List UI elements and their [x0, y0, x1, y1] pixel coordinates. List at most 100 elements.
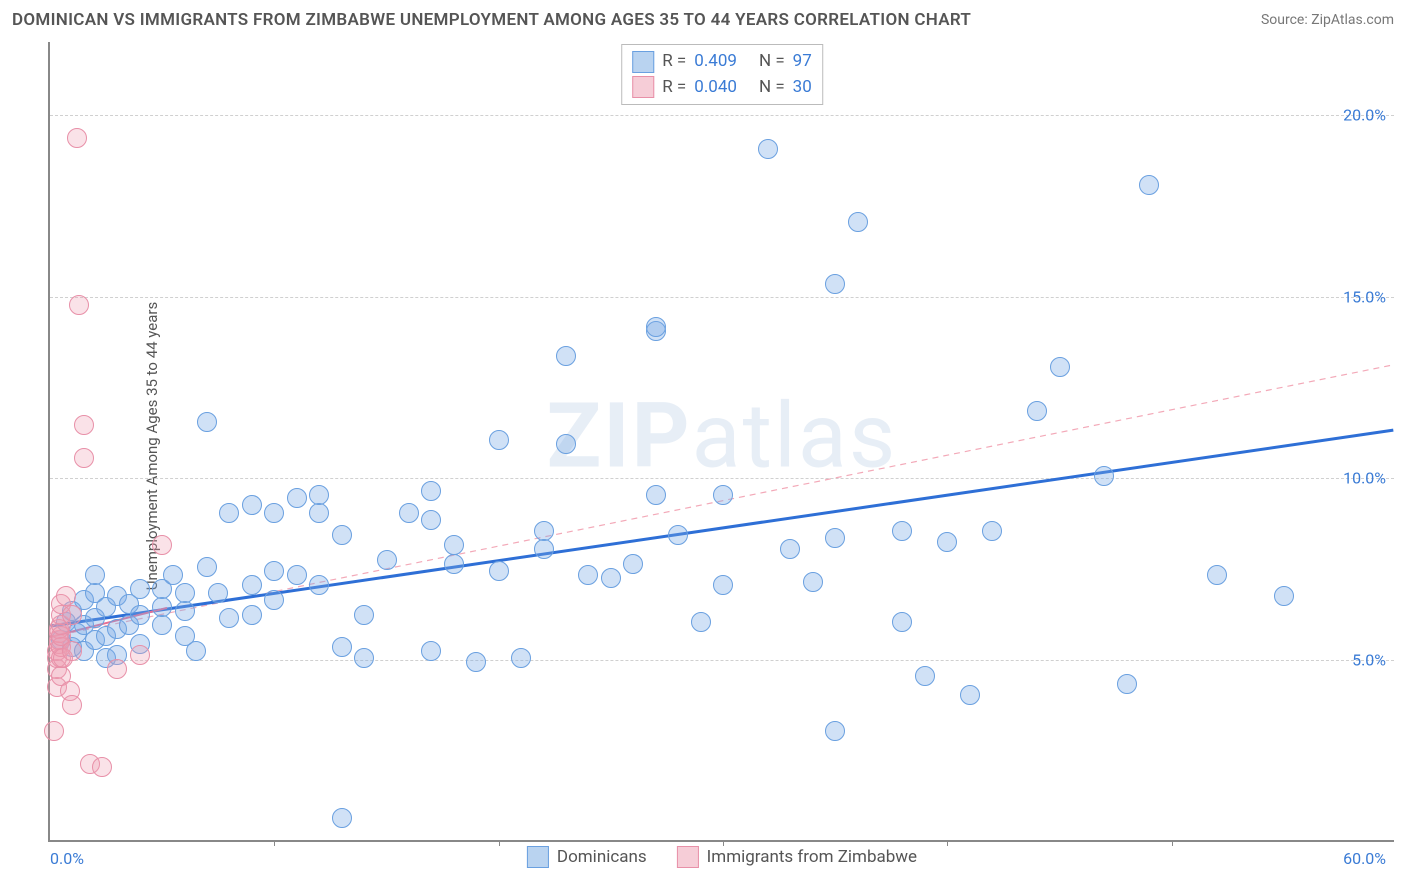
plot-area: ZIPatlas 5.0%10.0%15.0%20.0% R =0.409N =… — [48, 42, 1394, 842]
data-point — [1050, 357, 1070, 377]
data-point — [309, 485, 329, 505]
data-point — [1207, 565, 1227, 585]
legend-row: R = 0.409 N = 97 — [632, 49, 812, 75]
data-point — [130, 579, 150, 599]
data-point — [825, 274, 845, 294]
data-point — [713, 485, 733, 505]
data-point — [219, 608, 239, 628]
data-point — [578, 565, 598, 585]
stat-r-label: R = — [662, 75, 686, 101]
legend-swatch — [632, 76, 654, 98]
data-point — [208, 583, 228, 603]
data-point — [489, 561, 509, 581]
data-point — [1027, 401, 1047, 421]
data-point — [74, 415, 94, 435]
data-point — [421, 641, 441, 661]
data-point — [287, 565, 307, 585]
data-point — [646, 317, 666, 337]
data-point — [377, 550, 397, 570]
data-point — [107, 659, 127, 679]
data-point — [892, 612, 912, 632]
data-point — [444, 535, 464, 555]
legend-item: Dominicans — [527, 846, 647, 868]
data-point — [163, 565, 183, 585]
data-point — [848, 212, 868, 232]
data-point — [130, 645, 150, 665]
data-point — [62, 695, 82, 715]
data-point — [399, 503, 419, 523]
data-point — [264, 590, 284, 610]
data-point — [1139, 175, 1159, 195]
data-point — [444, 554, 464, 574]
chart-title: DOMINICAN VS IMMIGRANTS FROM ZIMBABWE UN… — [12, 10, 971, 30]
data-point — [556, 346, 576, 366]
legend-swatch — [677, 846, 699, 868]
data-point — [354, 605, 374, 625]
data-point — [691, 612, 711, 632]
legend-label: Dominicans — [557, 847, 647, 867]
x-tick-mark — [274, 840, 275, 846]
stat-r-value: 0.409 — [694, 49, 737, 75]
x-tick-mark — [947, 840, 948, 846]
stat-n-label: N = — [759, 75, 785, 101]
data-point — [264, 561, 284, 581]
data-point — [69, 295, 89, 315]
stat-n-label: N = — [759, 49, 785, 75]
data-point — [152, 597, 172, 617]
data-point — [534, 521, 554, 541]
data-point — [803, 572, 823, 592]
x-tick-mark — [1172, 840, 1173, 846]
data-point — [421, 481, 441, 501]
data-point — [1094, 466, 1114, 486]
x-tick-mark — [499, 840, 500, 846]
data-point — [175, 601, 195, 621]
data-point — [197, 412, 217, 432]
trend-lines — [50, 42, 1394, 840]
trend-line — [51, 430, 1394, 626]
data-point — [354, 648, 374, 668]
data-point — [67, 128, 87, 148]
data-point — [309, 575, 329, 595]
data-point — [44, 721, 64, 741]
stat-r-label: R = — [662, 49, 686, 75]
data-point — [219, 503, 239, 523]
data-point — [780, 539, 800, 559]
data-point — [489, 430, 509, 450]
chart-source: Source: ZipAtlas.com — [1261, 12, 1394, 28]
data-point — [62, 605, 82, 625]
data-point — [713, 575, 733, 595]
data-point — [825, 721, 845, 741]
data-point — [915, 666, 935, 686]
data-point — [892, 521, 912, 541]
data-point — [152, 615, 172, 635]
data-point — [758, 139, 778, 159]
data-point — [623, 554, 643, 574]
data-point — [56, 586, 76, 606]
data-point — [152, 535, 172, 555]
legend-row: R =0.040N =30 — [632, 75, 812, 101]
data-point — [62, 641, 82, 661]
data-point — [74, 448, 94, 468]
data-point — [601, 568, 621, 588]
stat-n-value: 97 — [793, 49, 812, 75]
data-point — [287, 488, 307, 508]
series-legend: Dominicans Immigrants from Zimbabwe — [527, 846, 917, 868]
data-point — [937, 532, 957, 552]
data-point — [1117, 674, 1137, 694]
data-point — [646, 485, 666, 505]
legend-label: Immigrants from Zimbabwe — [707, 847, 917, 867]
data-point — [982, 521, 1002, 541]
data-point — [668, 525, 688, 545]
x-tick-max: 60.0% — [1343, 849, 1386, 868]
data-point — [556, 434, 576, 454]
data-point — [197, 557, 217, 577]
data-point — [466, 652, 486, 672]
legend-item: Immigrants from Zimbabwe — [677, 846, 917, 868]
data-point — [85, 565, 105, 585]
data-point — [242, 605, 262, 625]
stat-n-value: 30 — [793, 75, 812, 101]
stats-legend: R =0.409N =97R =0.040N =30 — [621, 44, 823, 105]
data-point — [332, 637, 352, 657]
data-point — [332, 525, 352, 545]
data-point — [421, 510, 441, 530]
